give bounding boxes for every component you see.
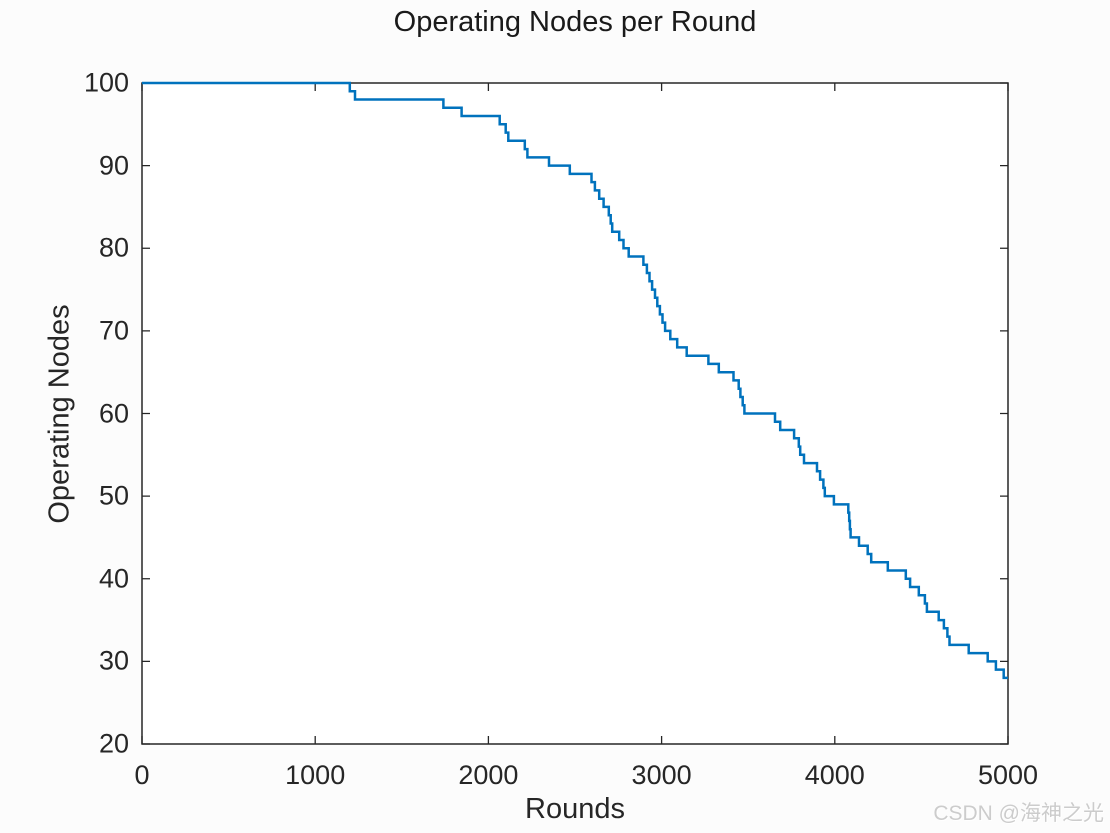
y-tick-label: 100 xyxy=(83,67,129,98)
x-tick-label: 2000 xyxy=(458,760,519,790)
chart-title: Operating Nodes per Round xyxy=(393,6,757,38)
y-tick-label: 90 xyxy=(98,150,129,181)
x-axis-label: Rounds xyxy=(525,793,625,825)
y-tick-label: 50 xyxy=(98,480,129,511)
series-line-operating-nodes xyxy=(142,81,1008,680)
y-tick-label: 40 xyxy=(98,563,129,594)
x-tick-label: 1000 xyxy=(285,760,346,790)
y-tick-label: 60 xyxy=(98,398,129,428)
x-tick-label: 4000 xyxy=(804,760,865,790)
y-tick-label: 20 xyxy=(98,728,129,759)
x-tick-label: 0 xyxy=(134,760,150,790)
plot-box xyxy=(141,82,1009,745)
axis-ticks xyxy=(141,82,1009,745)
y-tick-label: 80 xyxy=(98,232,129,263)
watermark: CSDN @海神之光 xyxy=(933,802,1104,825)
x-tick-label: 5000 xyxy=(977,760,1039,790)
y-axis-label: Operating Nodes xyxy=(43,304,76,524)
y-tick-label: 30 xyxy=(98,645,129,676)
x-tick-label: 3000 xyxy=(631,760,692,790)
y-tick-label: 70 xyxy=(98,315,129,346)
